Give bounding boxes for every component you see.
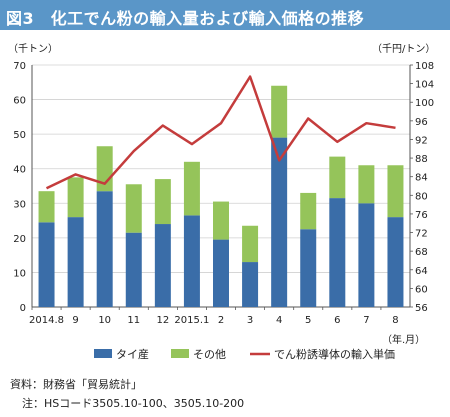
bar-thai xyxy=(154,224,171,307)
bar-other xyxy=(387,165,404,218)
bar-thai xyxy=(183,215,200,307)
bar-thai xyxy=(300,229,317,307)
bar-other xyxy=(329,156,346,199)
y-left-tick-label: 70 xyxy=(13,61,26,72)
bar-thai xyxy=(387,217,404,307)
x-tick-label: 7 xyxy=(363,315,369,326)
x-tick-label: 4 xyxy=(276,315,282,326)
y-right-tick-label: 92 xyxy=(415,135,428,146)
y-left-tick-label: 40 xyxy=(13,165,26,176)
bar-thai xyxy=(67,217,84,307)
y-right-tick-label: 96 xyxy=(415,117,428,128)
x-tick-label: 12 xyxy=(156,315,169,326)
y-right-tick-label: 76 xyxy=(415,210,428,221)
y-left-unit-label: （千トン） xyxy=(8,43,58,55)
x-tick-label: 3 xyxy=(247,315,253,326)
x-tick-label: 6 xyxy=(334,315,340,326)
y-left-tick-label: 20 xyxy=(13,234,26,245)
x-tick-label: 2015.1 xyxy=(174,315,209,326)
chart: 0102030405060705660646872768084889296100… xyxy=(8,43,435,361)
chart-title: 図3 化工でん粉の輸入量および輸入価格の推移 xyxy=(6,9,365,28)
bar-thai xyxy=(271,137,288,307)
bar-other xyxy=(300,192,317,230)
y-right-tick-label: 104 xyxy=(415,80,434,91)
x-unit-label: （年.月） xyxy=(382,333,425,346)
legend-swatch-other xyxy=(171,349,189,358)
bar-other xyxy=(125,184,142,233)
legend-label-line: でん粉誘導体の輸入単価 xyxy=(274,347,395,361)
legend-label-thai: タイ産 xyxy=(116,348,149,361)
bar-other xyxy=(213,201,229,240)
x-tick-label: 8 xyxy=(392,315,398,326)
y-right-tick-label: 100 xyxy=(415,98,434,109)
bar-thai xyxy=(125,232,142,307)
y-right-tick-label: 68 xyxy=(415,247,428,258)
y-left-tick-label: 60 xyxy=(13,96,26,107)
bar-thai xyxy=(329,198,346,307)
bar-other xyxy=(242,225,259,263)
legend-swatch-thai xyxy=(94,349,112,358)
x-tick-label: 2014.8 xyxy=(29,315,64,326)
note-text: 注：HSコード3505.10-100、3505.10-200 xyxy=(22,397,245,410)
source-text: 資料：財務省「貿易統計」 xyxy=(10,378,142,391)
bar-thai xyxy=(38,222,55,307)
y-right-tick-label: 84 xyxy=(415,173,428,184)
bar-other xyxy=(358,165,375,204)
y-right-tick-label: 108 xyxy=(415,61,434,72)
x-tick-label: 2 xyxy=(218,315,224,326)
bar-other xyxy=(154,179,171,225)
bar-thai xyxy=(358,203,375,307)
bar-thai xyxy=(96,191,113,307)
y-left-tick-label: 0 xyxy=(20,303,26,314)
y-right-unit-label: （千円/トン） xyxy=(372,43,435,55)
y-right-tick-label: 64 xyxy=(415,266,428,277)
x-tick-label: 5 xyxy=(305,315,311,326)
y-left-tick-label: 50 xyxy=(13,130,26,141)
y-right-tick-label: 88 xyxy=(415,154,428,165)
legend-label-other: その他 xyxy=(193,348,226,361)
x-tick-label: 11 xyxy=(127,315,140,326)
bar-other xyxy=(271,85,288,138)
x-tick-label: 9 xyxy=(72,315,78,326)
y-left-tick-label: 30 xyxy=(13,199,26,210)
y-right-tick-label: 80 xyxy=(415,191,428,202)
bar-other xyxy=(183,161,200,216)
y-right-tick-label: 56 xyxy=(415,303,428,314)
x-tick-label: 10 xyxy=(98,315,111,326)
bar-other xyxy=(38,191,55,223)
bar-other xyxy=(67,177,84,218)
bar-thai xyxy=(242,262,259,307)
y-left-tick-label: 10 xyxy=(13,268,26,279)
title-bar: 図3 化工でん粉の輸入量および輸入価格の推移 xyxy=(0,0,450,30)
bar-thai xyxy=(213,239,229,307)
y-right-tick-label: 72 xyxy=(415,229,428,240)
y-right-tick-label: 60 xyxy=(415,284,428,295)
